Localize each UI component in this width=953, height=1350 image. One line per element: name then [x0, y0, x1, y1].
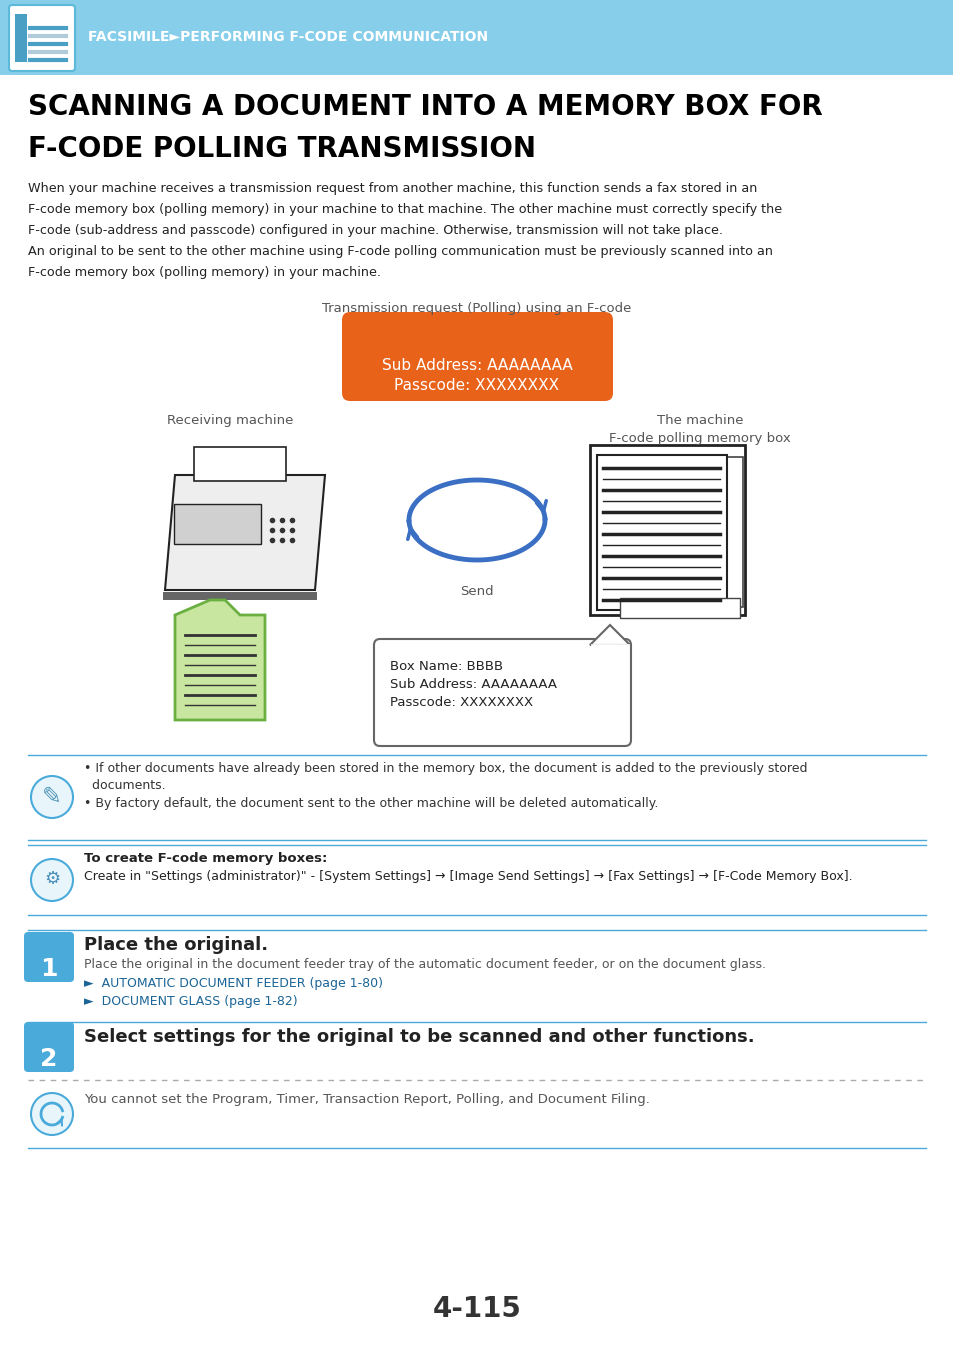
- FancyBboxPatch shape: [374, 639, 630, 747]
- Text: ⚙: ⚙: [44, 869, 60, 888]
- Text: Create in "Settings (administrator)" - [System Settings] → [Image Send Settings]: Create in "Settings (administrator)" - […: [84, 869, 852, 883]
- FancyBboxPatch shape: [24, 931, 74, 981]
- Circle shape: [30, 1094, 73, 1135]
- Text: ►  AUTOMATIC DOCUMENT FEEDER (page 1-80): ► AUTOMATIC DOCUMENT FEEDER (page 1-80): [84, 977, 382, 990]
- Text: Place the original.: Place the original.: [84, 936, 268, 954]
- Text: F-CODE POLLING TRANSMISSION: F-CODE POLLING TRANSMISSION: [28, 135, 536, 163]
- Text: ►  DOCUMENT GLASS (page 1-82): ► DOCUMENT GLASS (page 1-82): [84, 995, 297, 1008]
- Text: When your machine receives a transmission request from another machine, this fun: When your machine receives a transmissio…: [28, 182, 757, 194]
- Text: ✎: ✎: [42, 784, 62, 809]
- Text: documents.: documents.: [84, 779, 166, 792]
- Text: Transmission request (Polling) using an F-code: Transmission request (Polling) using an …: [322, 302, 631, 315]
- FancyBboxPatch shape: [619, 598, 740, 618]
- FancyBboxPatch shape: [589, 446, 744, 616]
- Circle shape: [30, 776, 73, 818]
- FancyBboxPatch shape: [618, 458, 742, 608]
- FancyBboxPatch shape: [597, 455, 726, 610]
- Text: F-code memory box (polling memory) in your machine to that machine. The other ma: F-code memory box (polling memory) in yo…: [28, 202, 781, 216]
- Text: F-code (sub-address and passcode) configured in your machine. Otherwise, transmi: F-code (sub-address and passcode) config…: [28, 224, 722, 238]
- Text: To create F-code memory boxes:: To create F-code memory boxes:: [84, 852, 327, 865]
- Text: Sub Address: AAAAAAAA: Sub Address: AAAAAAAA: [390, 678, 557, 691]
- Polygon shape: [174, 599, 265, 720]
- Text: An original to be sent to the other machine using F-code polling communication m: An original to be sent to the other mach…: [28, 244, 772, 258]
- FancyBboxPatch shape: [173, 504, 261, 544]
- Text: • By factory default, the document sent to the other machine will be deleted aut: • By factory default, the document sent …: [84, 796, 658, 810]
- Text: FACSIMILE►PERFORMING F-CODE COMMUNICATION: FACSIMILE►PERFORMING F-CODE COMMUNICATIO…: [88, 30, 488, 45]
- Polygon shape: [589, 625, 629, 645]
- Text: 2: 2: [40, 1048, 57, 1071]
- Text: F-code polling memory box: F-code polling memory box: [608, 432, 790, 446]
- Text: • If other documents have already been stored in the memory box, the document is: • If other documents have already been s…: [84, 761, 806, 775]
- FancyBboxPatch shape: [24, 1022, 74, 1072]
- Text: Select settings for the original to be scanned and other functions.: Select settings for the original to be s…: [84, 1027, 754, 1046]
- Text: F-code memory box (polling memory) in your machine.: F-code memory box (polling memory) in yo…: [28, 266, 380, 279]
- Text: You cannot set the Program, Timer, Transaction Report, Polling, and Document Fil: You cannot set the Program, Timer, Trans…: [84, 1094, 649, 1106]
- FancyBboxPatch shape: [341, 312, 613, 401]
- FancyBboxPatch shape: [9, 5, 75, 72]
- FancyBboxPatch shape: [0, 0, 953, 76]
- Text: Passcode: XXXXXXXX: Passcode: XXXXXXXX: [390, 697, 533, 709]
- Text: SCANNING A DOCUMENT INTO A MEMORY BOX FOR: SCANNING A DOCUMENT INTO A MEMORY BOX FO…: [28, 93, 821, 122]
- Circle shape: [30, 859, 73, 900]
- Polygon shape: [165, 475, 325, 590]
- Polygon shape: [163, 593, 316, 599]
- Text: 4-115: 4-115: [432, 1295, 521, 1323]
- FancyBboxPatch shape: [193, 447, 286, 481]
- Text: Passcode: XXXXXXXX: Passcode: XXXXXXXX: [394, 378, 559, 393]
- Text: The machine: The machine: [656, 414, 742, 427]
- FancyBboxPatch shape: [15, 14, 27, 62]
- Text: Send: Send: [459, 585, 494, 598]
- Text: Place the original in the document feeder tray of the automatic document feeder,: Place the original in the document feede…: [84, 958, 765, 971]
- Text: 1: 1: [40, 957, 58, 981]
- Text: Sub Address: AAAAAAAA: Sub Address: AAAAAAAA: [381, 358, 572, 373]
- Text: Box Name: BBBB: Box Name: BBBB: [390, 660, 502, 674]
- Text: Receiving machine: Receiving machine: [167, 414, 293, 427]
